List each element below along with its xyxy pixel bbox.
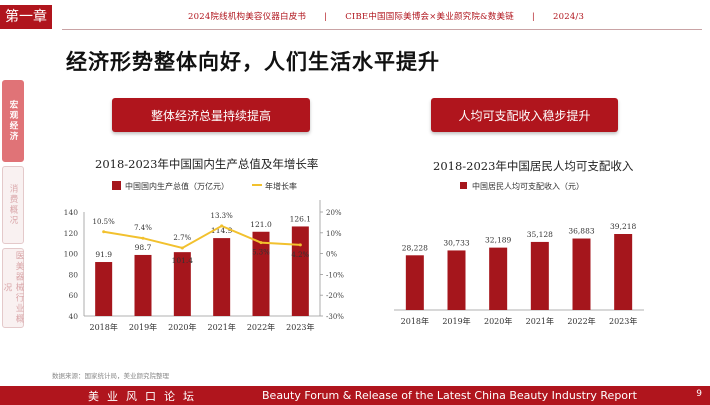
y-right-tick-label: 10% (326, 230, 342, 238)
header-separator: | (531, 12, 535, 22)
y-left-tick-label: 120 (64, 229, 79, 238)
footer-forum-english: Beauty Forum & Release of the Latest Chi… (262, 389, 637, 402)
legend-swatch-income (460, 182, 467, 189)
gdp-heading-button: 整体经济总量持续提高 (112, 98, 310, 132)
y-left-tick-label: 80 (68, 270, 78, 279)
gdp-bar-label: 121.0 (250, 220, 272, 229)
side-nav-item-macro-economy[interactable]: 宏观经济 (2, 80, 24, 162)
gdp-bar (291, 226, 309, 316)
gdp-bar-label: 114.9 (211, 226, 233, 235)
data-source-note: 数据来源：国家统计局，美业颜究院整理 (52, 372, 169, 380)
income-bar (489, 247, 508, 310)
chapter-tab: 第一章 (0, 5, 52, 29)
gdp-bar-label: 126.1 (290, 214, 311, 223)
side-nav-label: 消费概况 (8, 184, 18, 226)
growth-rate-point (102, 230, 106, 234)
gdp-bar (95, 262, 113, 316)
x-tick-label: 2020年 (168, 322, 196, 332)
x-tick-label: 2022年 (567, 316, 595, 326)
y-right-tick-label: -20% (326, 292, 344, 300)
income-bar (405, 255, 424, 310)
growth-rate-point (259, 241, 263, 245)
growth-rate-point (180, 246, 184, 250)
income-bar-label: 32,189 (485, 236, 511, 245)
growth-rate-point (141, 236, 145, 240)
y-right-tick-label: 0% (326, 251, 337, 259)
x-tick-label: 2019年 (442, 316, 470, 326)
y-left-tick-label: 60 (68, 291, 78, 300)
legend-label-gdp: 中国国内生产总值（万亿元） (125, 181, 229, 191)
side-nav-item-consumption[interactable]: 消费概况 (2, 166, 24, 244)
income-bar (447, 250, 466, 310)
income-bar-label: 35,128 (527, 230, 553, 239)
growth-rate-line (103, 224, 301, 250)
x-tick-label: 2022年 (247, 322, 275, 332)
header-date: 2024/3 (553, 12, 585, 22)
growth-rate-label: 5.3% (252, 249, 270, 257)
top-header: 2024院线机构美容仪器白皮书 | CIBE中国国际美博会×美业颜究院&数美链 | 20… (188, 10, 584, 22)
page-number: 9 (696, 389, 702, 399)
y-right-tick-label: -30% (326, 313, 344, 321)
x-tick-label: 2018年 (89, 322, 117, 332)
growth-rate-label: 2.7% (173, 234, 191, 242)
gdp-bar-label: 98.7 (135, 243, 152, 252)
income-heading-button: 人均可支配收入稳步提升 (431, 98, 618, 132)
side-nav-label: 医美器械行业概况 (2, 251, 24, 325)
x-tick-label: 2019年 (129, 322, 157, 332)
x-tick-label: 2023年 (286, 322, 314, 332)
legend-label-income: 中国居民人均可支配收入（元） (472, 181, 584, 191)
x-tick-label: 2020年 (484, 316, 512, 326)
gdp-chart: 中国国内生产总值（万亿元） 年增长率 40 60 80 100 120 140 -30% -20%… (64, 181, 344, 332)
y-left-tick-label: 140 (64, 208, 79, 217)
side-nav-label: 宏观经济 (8, 100, 18, 142)
income-chart-title: 2018-2023年中国居民人均可支配收入 (433, 159, 634, 173)
growth-rate-label: 4.2% (291, 251, 309, 259)
page-title: 经济形势整体向好，人们生活水平提升 (66, 49, 440, 74)
income-bar-label: 28,228 (402, 243, 428, 252)
gdp-bar (134, 254, 152, 316)
gdp-bar (252, 231, 270, 316)
header-report-name: 2024院线机构美容仪器白皮书 (188, 12, 307, 22)
gdp-chart-title: 2018-2023年中国国内生产总值及年增长率 (95, 157, 319, 171)
legend-label-growth: 年增长率 (265, 181, 297, 191)
header-organizers: CIBE中国国际美博会×美业颜究院&数美链 (345, 12, 514, 22)
growth-rate-point (298, 243, 302, 247)
income-bar-label: 36,883 (568, 227, 594, 236)
y-right-tick-label: 20% (326, 209, 342, 217)
gdp-bar (213, 238, 231, 316)
income-bar (614, 234, 633, 310)
y-right-tick-label: -10% (326, 271, 344, 279)
gdp-bar-label: 101.4 (172, 256, 194, 265)
growth-rate-point (220, 224, 224, 228)
growth-rate-label: 13.3% (211, 212, 234, 220)
x-tick-label: 2018年 (401, 316, 429, 326)
footer-bar: 美业风口论坛 Beauty Forum & Release of the Lat… (0, 386, 710, 405)
income-bar (572, 238, 591, 310)
header-divider (62, 29, 702, 30)
y-left-tick-label: 100 (64, 250, 79, 259)
x-tick-label: 2023年 (609, 316, 637, 326)
gdp-bar (173, 252, 191, 316)
gdp-bar-label: 91.9 (95, 250, 112, 259)
income-bar-label: 30,733 (443, 238, 469, 247)
y-left-tick-label: 40 (68, 312, 78, 321)
x-tick-label: 2021年 (207, 322, 235, 332)
legend-swatch-gdp (112, 181, 121, 190)
growth-rate-label: 7.4% (134, 224, 152, 232)
income-chart: 中国居民人均可支配收入（元） 28,228 30,733 32,189 35,128 36… (394, 181, 644, 326)
footer-forum-name: 美业风口论坛 (88, 390, 202, 403)
growth-rate-label: 10.5% (93, 218, 116, 226)
income-bar-label: 39,218 (610, 222, 636, 231)
x-tick-label: 2021年 (526, 316, 554, 326)
header-separator: | (324, 12, 328, 22)
income-bar (530, 241, 549, 310)
side-nav-item-device-industry[interactable]: 医美器械行业概况 (2, 248, 24, 328)
